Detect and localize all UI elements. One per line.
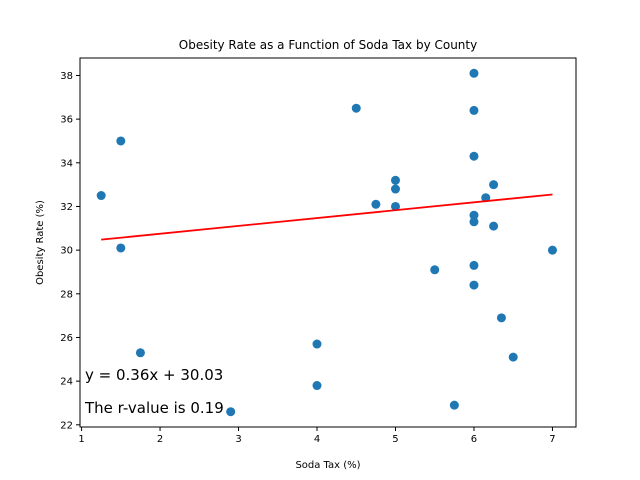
data-point — [430, 265, 440, 275]
data-point — [547, 245, 557, 255]
r-value-text: The r-value is 0.19 — [84, 399, 224, 417]
data-point — [469, 217, 479, 227]
x-tick-label: 6 — [471, 434, 477, 445]
data-point — [481, 193, 491, 203]
y-tick-label: 36 — [60, 115, 73, 126]
data-point — [312, 381, 322, 391]
y-tick-label: 22 — [60, 420, 73, 431]
x-tick-label: 3 — [235, 434, 241, 445]
data-point — [496, 313, 506, 323]
x-tick-label: 7 — [549, 434, 555, 445]
y-tick-label: 32 — [60, 202, 73, 213]
y-tick-label: 24 — [60, 377, 73, 388]
data-point — [469, 210, 479, 220]
plot-frame — [79, 57, 577, 428]
data-point — [469, 151, 479, 161]
data-point — [489, 221, 499, 231]
data-point — [469, 105, 479, 115]
y-tick-label: 26 — [60, 333, 73, 344]
data-point — [390, 175, 400, 185]
x-tick-label: 1 — [78, 434, 84, 445]
data-point — [489, 180, 499, 190]
data-point — [449, 400, 459, 410]
data-point — [116, 243, 126, 253]
chart-title: Obesity Rate as a Function of Soda Tax b… — [179, 38, 477, 52]
data-point — [96, 191, 106, 201]
data-point — [469, 260, 479, 270]
y-tick-label: 30 — [60, 246, 73, 257]
data-point — [371, 199, 381, 209]
data-point — [226, 407, 236, 417]
data-point — [469, 68, 479, 78]
x-tick-label: 2 — [157, 434, 163, 445]
data-point — [469, 280, 479, 290]
data-point — [351, 103, 361, 113]
y-tick-label: 28 — [60, 289, 73, 300]
regression-line — [101, 193, 553, 241]
y-tick-label: 34 — [60, 158, 73, 169]
x-tick-label: 5 — [392, 434, 398, 445]
data-point — [390, 184, 400, 194]
y-axis-label: Obesity Rate (%) — [35, 200, 46, 285]
x-tick-label: 4 — [314, 434, 320, 445]
data-point — [135, 348, 145, 358]
regression-equation: y = 0.36x + 30.03 — [85, 366, 223, 384]
data-point — [312, 339, 322, 349]
y-tick-label: 38 — [60, 71, 73, 82]
data-point — [116, 136, 126, 146]
data-point — [508, 352, 518, 362]
data-point — [390, 201, 400, 211]
x-axis-label: Soda Tax (%) — [295, 460, 360, 471]
